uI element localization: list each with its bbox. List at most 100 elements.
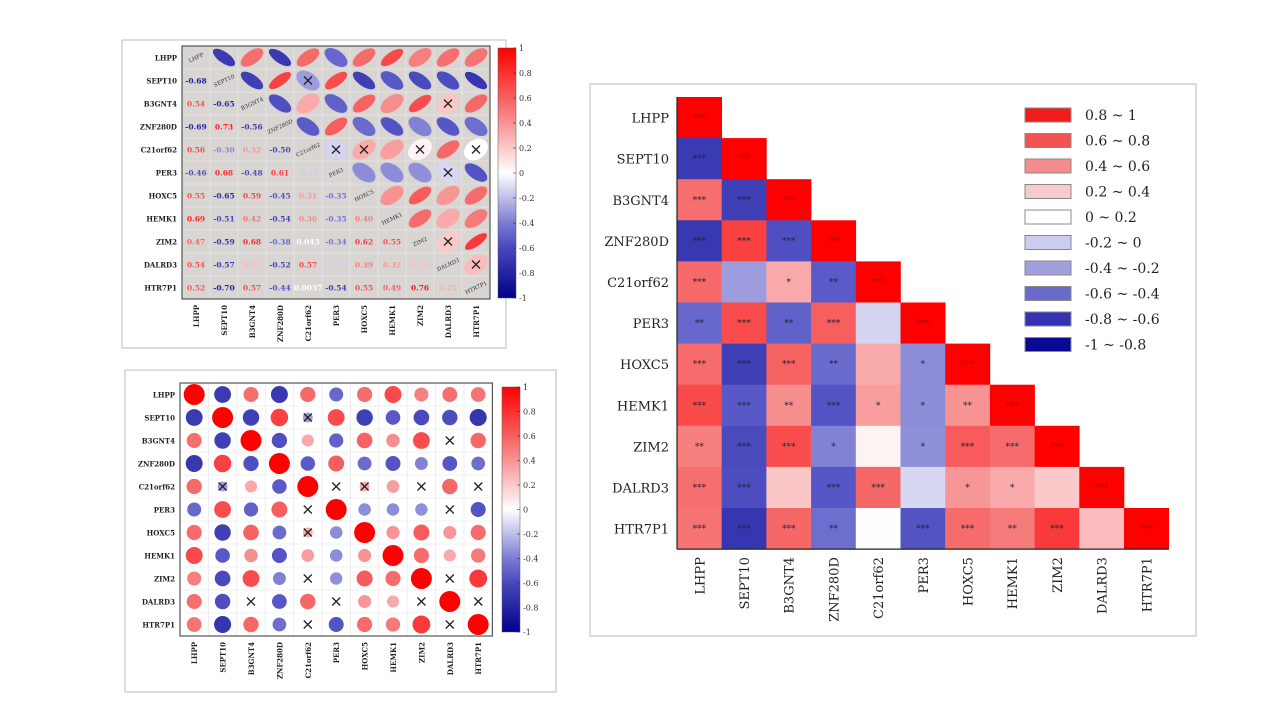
correlation-cell bbox=[811, 220, 857, 262]
significance-label: *** bbox=[782, 525, 796, 535]
correlation-cell bbox=[811, 343, 857, 385]
correlation-value-label: 0.36 bbox=[299, 215, 317, 224]
correlation-circle bbox=[243, 455, 259, 472]
correlation-circle bbox=[214, 432, 231, 449]
nonsignificant-cross-icon bbox=[473, 597, 483, 606]
ellipse-col-label: SEPT10 bbox=[220, 305, 229, 336]
correlation-circle bbox=[243, 616, 259, 633]
ellipse-row-label: LHPP bbox=[155, 54, 178, 63]
legend-swatch bbox=[1024, 260, 1072, 276]
correlation-circle bbox=[297, 476, 319, 497]
correlation-circle bbox=[386, 433, 400, 448]
triangle-row-label: ZIM2 bbox=[633, 440, 669, 455]
correlation-circle bbox=[470, 387, 486, 402]
diagonal-gene-label: ZIM2 bbox=[412, 236, 428, 248]
significance-label: *** bbox=[693, 155, 707, 165]
triangle-col-label: C21orf62 bbox=[872, 557, 887, 619]
circle-row-label: DALRD3 bbox=[142, 598, 175, 607]
correlation-cell bbox=[811, 302, 857, 344]
circle-colorbar: 1 0.8 0.6 0.4 0.2 0 -0.2 -0.4 -0.6 -0.8 -1 bbox=[501, 383, 538, 637]
legend-label: 0.8 ~ 1 bbox=[1085, 108, 1137, 124]
correlation-ellipse bbox=[324, 117, 348, 136]
correlation-circle bbox=[186, 593, 202, 610]
significance-label: *** bbox=[827, 237, 841, 247]
correlation-circle bbox=[386, 595, 400, 608]
significance-label: *** bbox=[693, 360, 707, 370]
colorbar-tick-label: -0.6 bbox=[523, 579, 538, 588]
correlation-cell bbox=[766, 343, 812, 385]
ellipse-col-label: PER3 bbox=[332, 305, 341, 326]
correlation-circle bbox=[214, 570, 231, 587]
nonsignificant-cross-icon bbox=[246, 597, 256, 606]
circle-col-label: LHPP bbox=[190, 641, 199, 664]
triangle-row-label: ZNF280D bbox=[604, 235, 669, 250]
correlation-value-label: 0.49 bbox=[383, 284, 401, 293]
nonsignificant-cross-icon bbox=[471, 260, 481, 269]
correlation-ellipse bbox=[324, 71, 348, 90]
colorbar-tick-label: -0.4 bbox=[523, 555, 538, 564]
significance-label: *** bbox=[737, 525, 751, 535]
colorbar-tick-label: 0.2 bbox=[523, 481, 536, 490]
circle-col-label: PER3 bbox=[332, 642, 341, 663]
correlation-cell bbox=[855, 343, 901, 385]
correlation-ellipse bbox=[240, 48, 264, 67]
correlation-circle bbox=[413, 409, 430, 426]
correlation-ellipse bbox=[436, 185, 460, 206]
correlation-value-label: -0.69 bbox=[185, 123, 206, 132]
correlation-cell bbox=[677, 425, 722, 468]
significance-label: *** bbox=[1095, 483, 1109, 493]
ellipse-col-label: C21orf62 bbox=[304, 305, 313, 342]
significance-label: ** bbox=[963, 401, 973, 411]
nonsignificant-cross-icon bbox=[303, 620, 313, 629]
triangle-row-label: B3GNT4 bbox=[612, 194, 669, 209]
circle-row-label: C21orf62 bbox=[139, 483, 176, 492]
colorbar-tick-label: 0.6 bbox=[519, 94, 532, 103]
triangle-col-label: LHPP bbox=[693, 557, 708, 595]
correlation-cell bbox=[900, 384, 946, 427]
correlation-circle bbox=[354, 522, 376, 543]
significance-label: *** bbox=[871, 278, 885, 288]
correlation-ellipse bbox=[240, 71, 264, 90]
correlation-circle bbox=[467, 614, 489, 635]
correlation-value-label: 0.55 bbox=[355, 284, 373, 293]
correlation-circle bbox=[439, 591, 461, 612]
legend-label: -0.2 ~ 0 bbox=[1085, 236, 1142, 252]
correlation-value-label: -0.68 bbox=[185, 77, 206, 86]
nonsignificant-cross-icon bbox=[331, 145, 341, 154]
correlation-circle bbox=[213, 454, 232, 473]
correlation-circle bbox=[300, 593, 316, 610]
ellipse-col-label: DALRD3 bbox=[444, 305, 453, 338]
correlation-circle bbox=[243, 386, 259, 403]
correlation-value-label: 0.21 bbox=[243, 261, 261, 270]
correlation-circle bbox=[357, 616, 373, 633]
correlation-circle bbox=[214, 501, 232, 518]
correlation-circle bbox=[358, 503, 371, 516]
correlation-circle bbox=[242, 409, 260, 426]
correlation-circle bbox=[329, 549, 343, 562]
ellipse-row-label: ZNF280D bbox=[140, 123, 177, 132]
correlation-circle bbox=[271, 547, 287, 564]
correlation-circle bbox=[242, 570, 260, 587]
significance-label: *** bbox=[737, 196, 751, 206]
nonsignificant-cross-icon bbox=[445, 574, 455, 583]
significance-label: *** bbox=[916, 319, 930, 329]
correlation-cell bbox=[855, 384, 901, 427]
correlation-ellipse bbox=[268, 48, 292, 67]
correlation-cell bbox=[677, 179, 722, 221]
correlation-circle bbox=[412, 615, 431, 634]
correlation-value-label: -0.30 bbox=[213, 146, 234, 155]
correlation-value-label: 0.39 bbox=[355, 261, 373, 270]
ellipse-row-label: ZIM2 bbox=[156, 238, 177, 247]
correlation-cell bbox=[1079, 466, 1125, 509]
correlation-value-label: -0.35 bbox=[325, 192, 346, 201]
correlation-circle bbox=[185, 409, 203, 426]
correlation-ellipse bbox=[464, 71, 488, 90]
circle-row-label: B3GNT4 bbox=[142, 437, 175, 446]
correlation-circle bbox=[442, 386, 458, 403]
correlation-cell bbox=[811, 425, 857, 468]
correlation-cell bbox=[721, 343, 767, 385]
correlation-circle bbox=[386, 480, 400, 493]
correlation-circle bbox=[271, 432, 288, 449]
circle-row-label: SEPT10 bbox=[144, 414, 175, 423]
triangle-col-label: DALRD3 bbox=[1096, 557, 1111, 614]
